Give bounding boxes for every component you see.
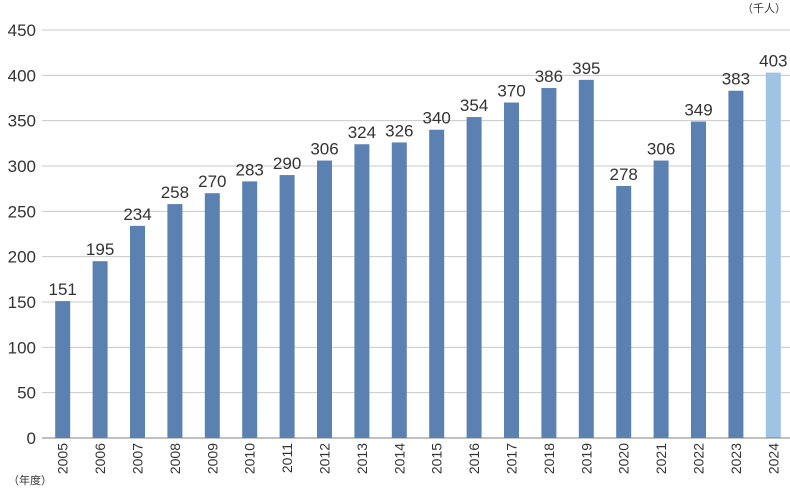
grid-lines — [42, 29, 790, 394]
data-label: 270 — [198, 172, 226, 191]
x-tick-label: 2017 — [504, 443, 520, 474]
data-label: 151 — [49, 280, 77, 299]
y-tick-label: 200 — [8, 248, 36, 267]
bar — [653, 160, 669, 438]
y-tick-label: 250 — [8, 202, 36, 221]
y-unit-label: （千人） — [742, 2, 786, 15]
data-label: 195 — [86, 240, 114, 259]
bar — [130, 225, 145, 438]
x-tick-label: 2015 — [429, 443, 445, 474]
data-label: 395 — [572, 59, 600, 78]
x-unit-label: （年度） — [8, 473, 52, 487]
data-label: 283 — [236, 160, 264, 179]
x-tick-label: 2014 — [391, 443, 407, 474]
x-tick-label: 2007 — [130, 443, 146, 474]
bar — [765, 72, 781, 438]
y-tick-label: 450 — [8, 21, 36, 40]
bar — [691, 121, 706, 438]
bar — [317, 160, 332, 438]
data-label: 349 — [684, 101, 712, 120]
data-label: 258 — [161, 183, 189, 202]
bar — [578, 79, 594, 438]
bars — [55, 72, 781, 439]
bar — [279, 175, 295, 439]
data-label: 403 — [759, 52, 787, 71]
bar — [541, 88, 557, 438]
bar — [242, 181, 258, 438]
x-axis-ticks: 2005 2006 2007 2008 2009 2010 2011 2012 2013 2014… — [55, 443, 782, 474]
data-label: 370 — [497, 82, 525, 101]
data-label: 290 — [273, 154, 301, 173]
x-tick-label: 2008 — [167, 443, 183, 474]
y-tick-label: 100 — [8, 338, 36, 357]
bar — [167, 204, 183, 438]
x-tick-label: 2011 — [279, 443, 295, 473]
bar — [616, 185, 632, 438]
y-tick-label: 400 — [8, 66, 36, 85]
x-tick-label: 2023 — [728, 443, 744, 474]
x-tick-label: 2024 — [765, 443, 781, 474]
x-tick-label: 2018 — [541, 443, 557, 474]
x-tick-label: 2019 — [578, 443, 594, 474]
y-axis-ticks: 0 50 100 150 200 250 300 350 400 450 — [8, 21, 36, 448]
bar — [466, 117, 482, 438]
bar — [55, 301, 71, 438]
x-tick-label: 2013 — [354, 443, 370, 474]
x-tick-label: 2009 — [204, 443, 220, 474]
bar — [92, 261, 108, 438]
bar — [728, 90, 744, 438]
data-label: 386 — [535, 67, 563, 86]
x-tick-label: 2020 — [616, 443, 632, 474]
x-tick-label: 2010 — [242, 443, 258, 474]
data-label: 306 — [647, 140, 675, 159]
data-label: 383 — [722, 70, 750, 89]
data-label: 354 — [460, 96, 488, 115]
x-tick-label: 2021 — [653, 443, 669, 474]
y-tick-label: 350 — [8, 112, 36, 131]
data-label: 278 — [610, 165, 638, 184]
data-label: 306 — [310, 140, 338, 159]
y-tick-label: 300 — [8, 157, 36, 176]
bar — [354, 144, 370, 439]
bar — [204, 193, 220, 438]
x-tick-label: 2022 — [691, 443, 707, 474]
x-tick-label: 2012 — [317, 443, 333, 474]
data-labels: 151 195 234 258 270 283 290 306 324 326 340 354 370 3… — [49, 52, 788, 299]
y-tick-label: 50 — [17, 384, 36, 403]
x-tick-label: 2006 — [92, 443, 108, 474]
y-tick-label: 150 — [8, 293, 36, 312]
y-tick-label: 0 — [27, 429, 36, 448]
data-label: 340 — [423, 109, 451, 128]
data-label: 234 — [123, 205, 151, 224]
data-label: 326 — [385, 121, 413, 140]
bar — [504, 102, 519, 439]
x-tick-label: 2016 — [466, 443, 482, 474]
bar — [429, 129, 445, 438]
x-tick-label: 2005 — [55, 443, 71, 474]
data-label: 324 — [348, 123, 376, 142]
bar — [391, 142, 407, 438]
